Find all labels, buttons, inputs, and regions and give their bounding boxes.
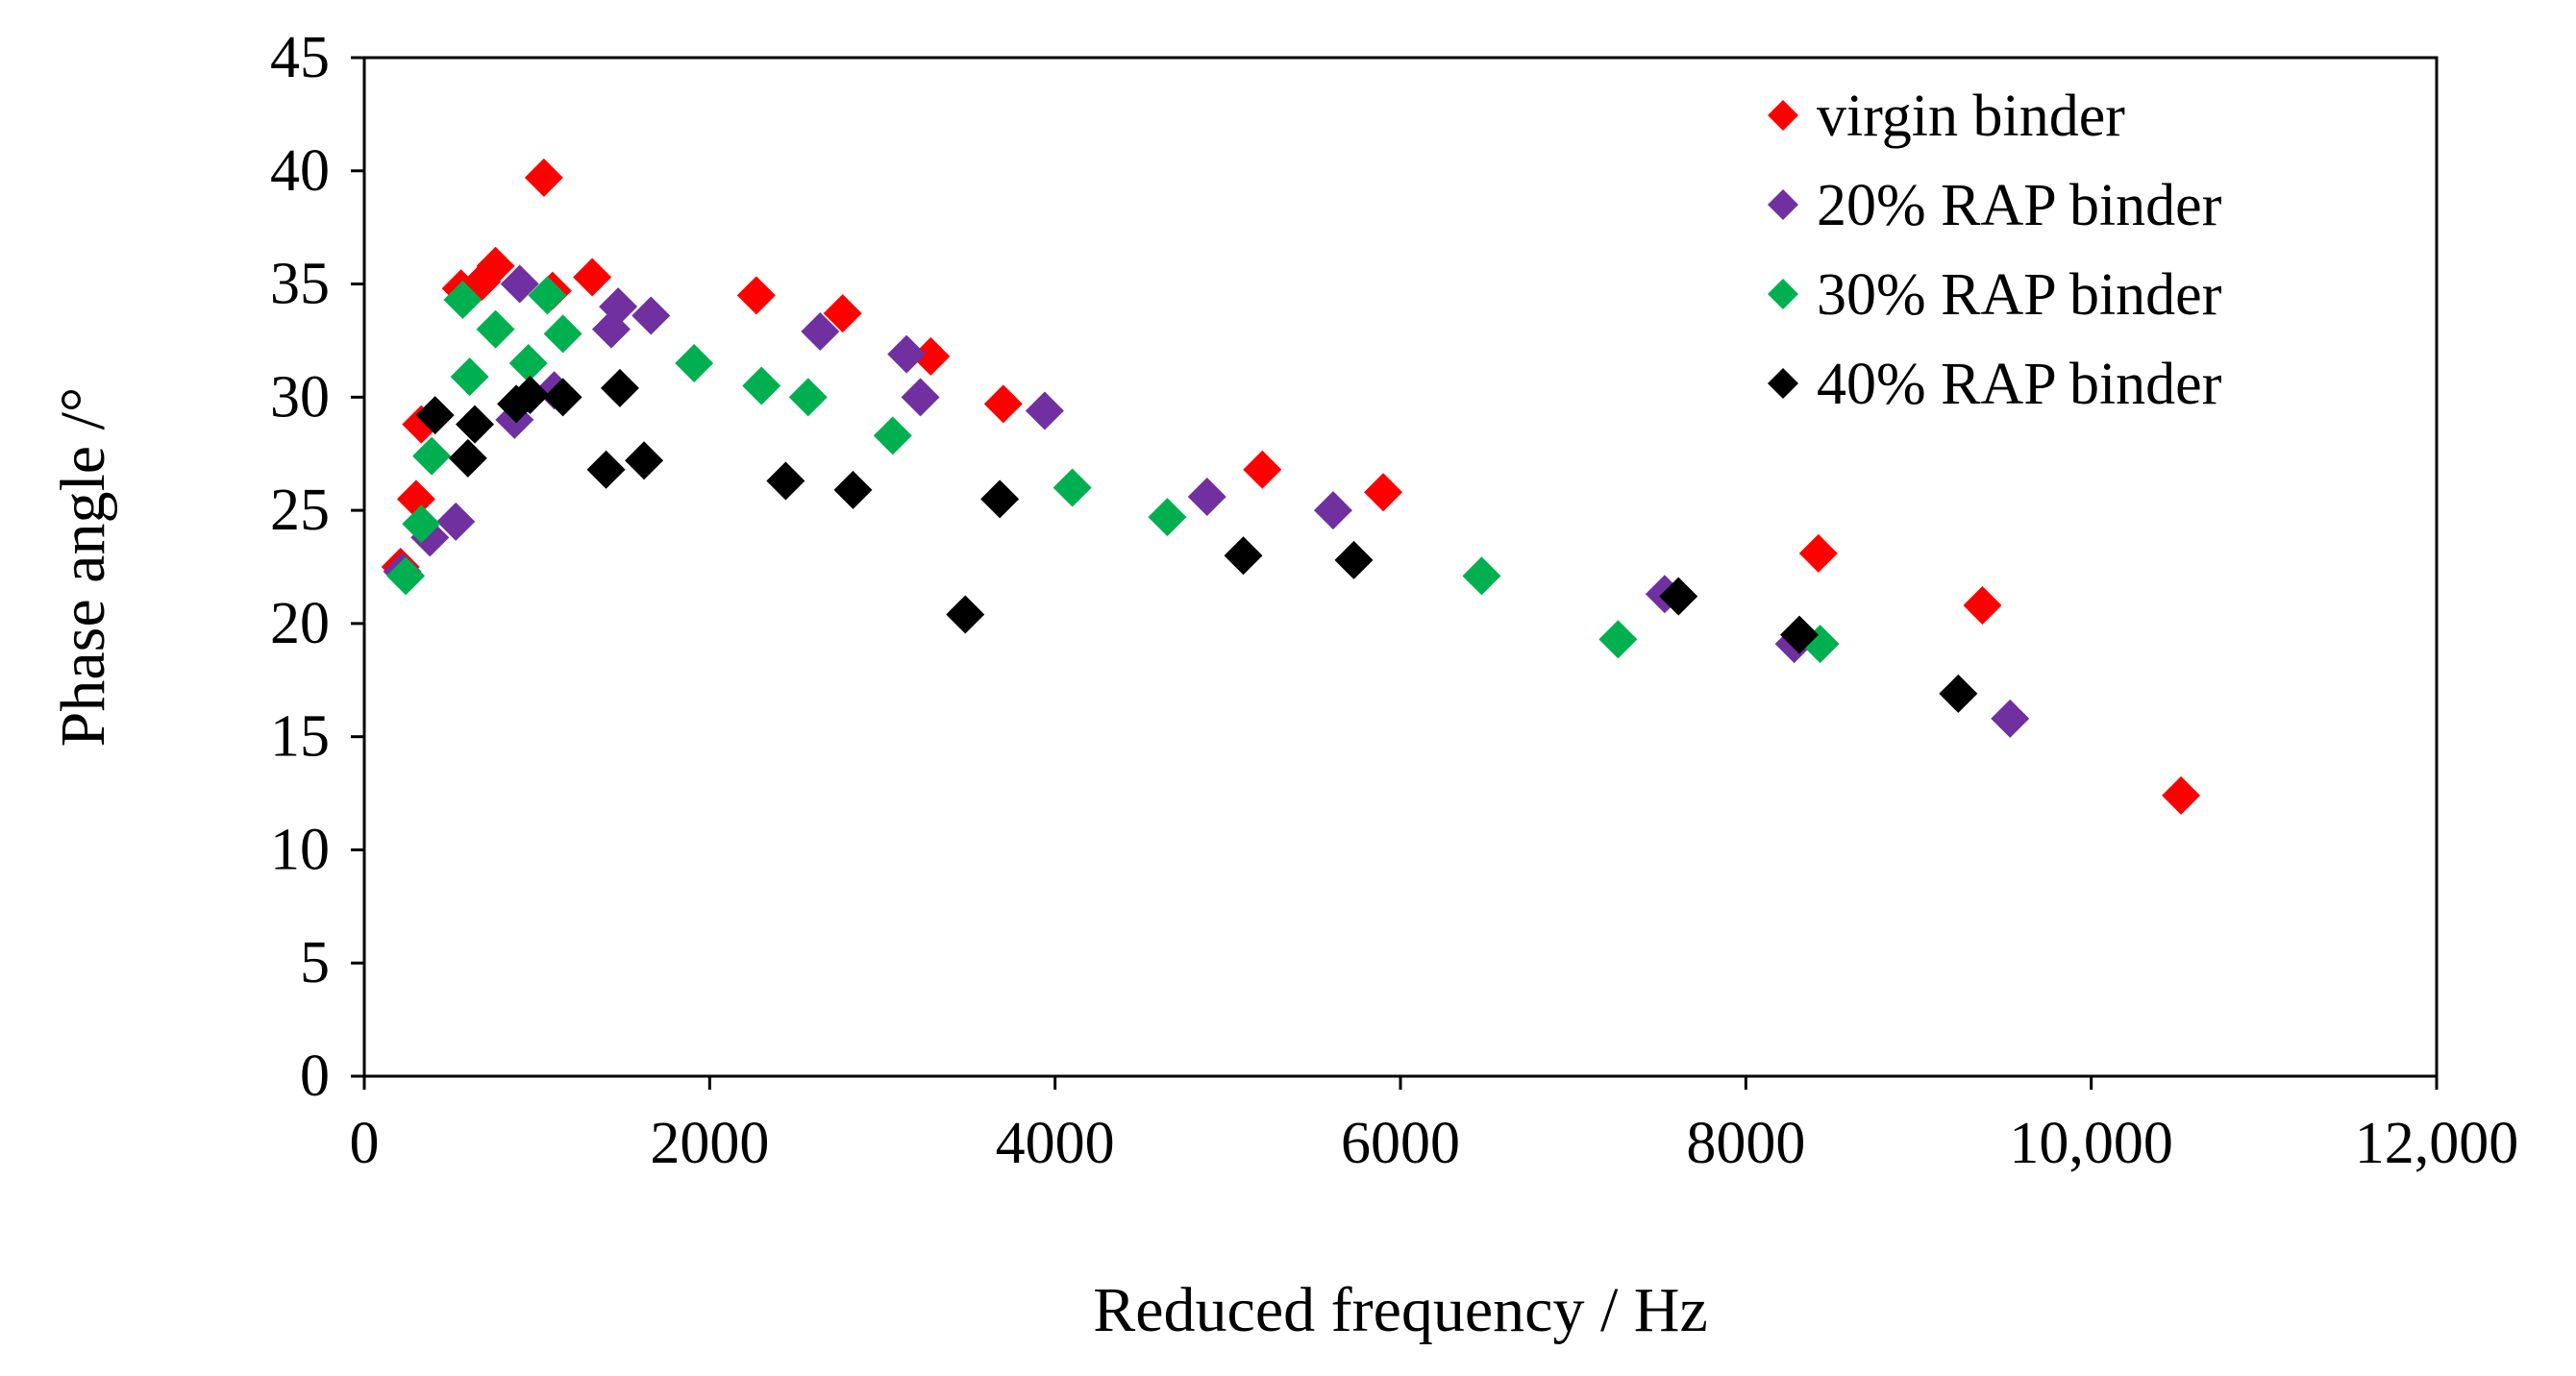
- data-point: [1243, 450, 1282, 489]
- data-point: [1187, 477, 1226, 516]
- data-point: [396, 479, 435, 519]
- x-tick-label: 8000: [1686, 1111, 1805, 1176]
- x-tick-label: 2000: [650, 1111, 769, 1176]
- data-point: [1053, 468, 1092, 507]
- data-point: [1025, 391, 1064, 430]
- y-tick-label: 0: [300, 1044, 330, 1109]
- data-point: [599, 287, 638, 327]
- x-tick-label: 4000: [996, 1111, 1115, 1176]
- data-point: [911, 336, 951, 376]
- data-point: [600, 368, 639, 407]
- axis-tick-labels: 0 5 10 15 20 25 30 35 40 45 0 2000 4000 6000 8000 10,00…: [270, 25, 2518, 1176]
- data-point: [1148, 498, 1187, 537]
- data-point: [412, 436, 452, 476]
- data-point: [1780, 615, 1820, 654]
- series-1: [381, 158, 2201, 815]
- legend-label: 30% RAP binder: [1817, 262, 2222, 328]
- data-point: [476, 246, 515, 285]
- data-point: [1598, 620, 1638, 659]
- data-point: [1313, 491, 1352, 530]
- y-tick-label: 30: [270, 364, 330, 430]
- x-tick-label: 0: [350, 1111, 380, 1176]
- x-tick-label: 10,000: [2009, 1111, 2173, 1176]
- x-tick-label: 6000: [1341, 1111, 1460, 1176]
- data-point: [528, 276, 567, 315]
- y-tick-label: 5: [300, 930, 330, 995]
- data-point: [766, 461, 805, 501]
- data-point: [1659, 577, 1698, 616]
- legend-marker: [1768, 100, 1798, 131]
- data-point: [402, 504, 441, 544]
- data-point: [386, 556, 426, 596]
- y-tick-label: 15: [270, 704, 330, 770]
- data-point: [980, 479, 1020, 519]
- data-point: [1334, 540, 1374, 579]
- data-point: [543, 378, 582, 417]
- data-point: [2162, 775, 2201, 815]
- data-point: [1364, 473, 1403, 512]
- y-tick-label: 20: [270, 591, 330, 656]
- data-point: [586, 450, 626, 489]
- legend-marker: [1768, 368, 1798, 399]
- data-point: [1462, 556, 1501, 596]
- data-point: [873, 416, 912, 455]
- data-point: [448, 438, 487, 478]
- legend: virgin binder 20% RAP binder 30% RAP binde…: [1768, 84, 2222, 417]
- data-point: [823, 294, 862, 333]
- data-point: [450, 357, 489, 397]
- data-point: [455, 405, 494, 444]
- y-tick-label: 10: [270, 817, 330, 882]
- data-point: [510, 375, 550, 414]
- data-point: [625, 441, 664, 480]
- data-point: [524, 158, 563, 197]
- axis-ticks: [351, 56, 2439, 1090]
- y-tick-label: 40: [270, 138, 330, 204]
- x-axis-title: Reduced frequency / Hz: [1093, 1275, 1708, 1345]
- data-point: [500, 264, 539, 304]
- data-point: [983, 384, 1023, 424]
- data-point: [476, 309, 515, 349]
- data-point: [742, 366, 781, 405]
- data-point: [415, 396, 455, 435]
- data-point: [1963, 586, 2002, 626]
- y-axis-title: Phase angle /°: [48, 387, 118, 748]
- data-point: [901, 378, 940, 417]
- data-point: [543, 314, 582, 354]
- data-point: [788, 378, 828, 417]
- data-point: [1798, 533, 1838, 573]
- data-point: [801, 312, 840, 352]
- y-tick-label: 25: [270, 478, 330, 543]
- data-point: [833, 470, 873, 509]
- data-point: [632, 296, 671, 335]
- y-tick-label: 45: [270, 25, 330, 90]
- series-4: [415, 368, 1978, 713]
- data-point: [573, 258, 612, 297]
- data-point: [508, 344, 548, 382]
- data-point: [436, 502, 476, 541]
- legend-marker: [1768, 189, 1798, 220]
- series-3: [386, 276, 1840, 664]
- data-points: [381, 158, 2201, 815]
- legend-label: 40% RAP binder: [1817, 352, 2222, 417]
- legend-marker: [1768, 279, 1798, 309]
- data-point: [443, 281, 483, 320]
- y-tick-label: 35: [270, 252, 330, 317]
- series-2: [383, 264, 2030, 738]
- data-point: [1224, 536, 1263, 576]
- data-point: [1939, 674, 1978, 713]
- data-point: [736, 276, 776, 315]
- x-tick-label: 12,000: [2355, 1111, 2519, 1176]
- legend-label: virgin binder: [1817, 84, 2125, 149]
- data-point: [946, 595, 985, 634]
- data-point: [1991, 699, 2030, 738]
- data-point: [675, 344, 714, 382]
- legend-label: 20% RAP binder: [1817, 173, 2222, 238]
- data-point: [887, 334, 927, 374]
